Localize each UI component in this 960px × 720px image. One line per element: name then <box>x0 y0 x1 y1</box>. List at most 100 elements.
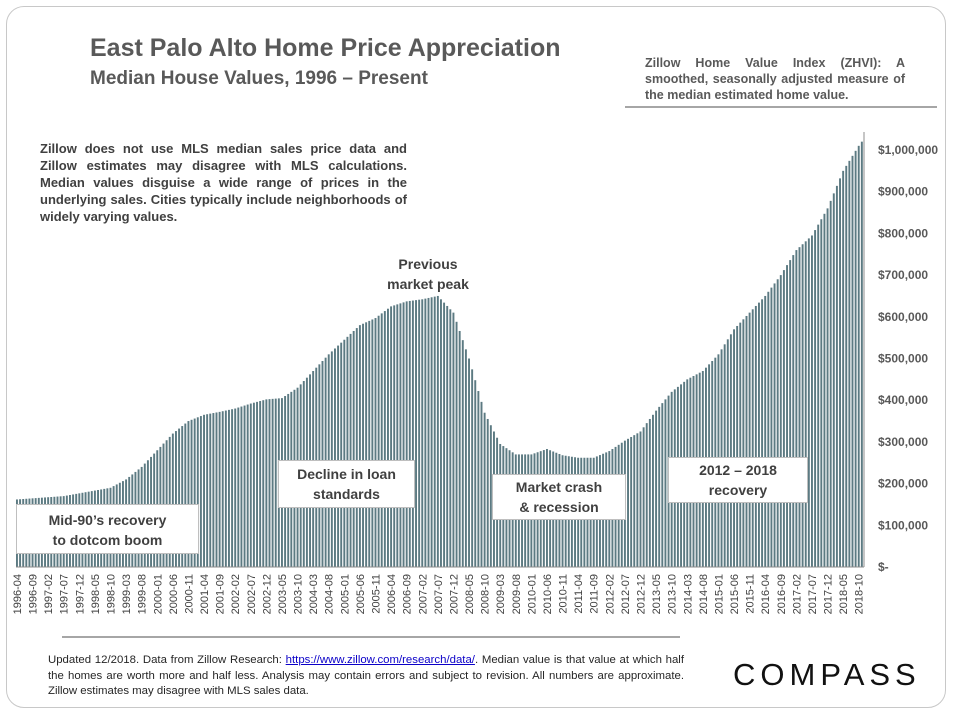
x-tick-label: 2015-01 <box>713 574 725 614</box>
price-bar <box>237 407 240 567</box>
price-bar <box>764 295 767 567</box>
footer-text-before: Updated 12/2018. Data from Zillow Resear… <box>48 654 286 666</box>
price-bar <box>408 300 411 567</box>
price-bar <box>203 414 205 567</box>
x-tick-label: 2017-02 <box>791 574 803 614</box>
price-bar <box>839 178 841 568</box>
price-bar <box>758 302 760 567</box>
price-bar <box>733 329 735 567</box>
x-tick-label: 2000-01 <box>152 574 164 614</box>
y-tick-label: $300,000 <box>878 435 928 449</box>
x-tick-label: 2016-09 <box>776 574 788 614</box>
price-bar <box>461 340 464 567</box>
price-bar <box>215 412 218 567</box>
x-tick-label: 2004-08 <box>324 574 336 614</box>
price-bar <box>352 330 355 567</box>
price-bar <box>786 265 788 567</box>
header-divider <box>625 106 937 108</box>
price-bar <box>630 436 633 567</box>
price-bar <box>443 302 446 567</box>
price-bar <box>168 436 171 567</box>
price-bar <box>745 315 748 567</box>
price-bar <box>436 295 439 567</box>
price-bar <box>489 425 492 567</box>
price-bar <box>857 145 860 567</box>
annotation-market-crash: Market crash & recession <box>492 474 626 520</box>
annotation-peak-line2: market peak <box>387 276 469 292</box>
zillow-research-link[interactable]: https://www.zillow.com/research/data/ <box>285 654 475 666</box>
price-bar <box>184 423 187 567</box>
x-tick-label: 2011-09 <box>589 574 601 614</box>
price-bar <box>835 185 838 568</box>
price-bar <box>642 427 645 567</box>
x-tick-label: 2003-10 <box>293 574 305 614</box>
price-bar <box>440 299 442 567</box>
y-tick-label: $400,000 <box>878 393 928 407</box>
price-bar <box>259 401 262 567</box>
x-tick-label: 2012-02 <box>604 574 616 614</box>
slide-frame <box>6 6 946 708</box>
x-tick-label: 2013-05 <box>651 574 663 614</box>
annotation-recovery12-line2: recovery <box>708 482 768 498</box>
price-bar <box>349 333 352 567</box>
price-bar <box>652 414 654 567</box>
price-bar <box>234 408 237 567</box>
annotation-2012-recovery: 2012 – 2018 recovery <box>668 457 808 503</box>
price-bar <box>458 330 461 567</box>
price-bar <box>655 410 658 568</box>
price-bar <box>446 305 449 567</box>
price-bar <box>851 155 854 567</box>
price-bar <box>739 322 742 567</box>
annotation-mid90s-recovery: Mid-90’s recovery to dotcom boom <box>16 504 199 554</box>
x-tick-label: 2007-07 <box>433 574 445 614</box>
price-bar <box>826 208 829 567</box>
price-bar <box>789 260 792 567</box>
x-tick-label: 2012-12 <box>636 574 648 614</box>
x-tick-label: 2006-04 <box>386 574 398 614</box>
x-tick-label: 2006-09 <box>402 574 414 614</box>
x-tick-label: 2002-02 <box>230 574 242 614</box>
price-bar <box>801 244 804 568</box>
price-bar <box>645 423 648 567</box>
x-tick-label: 2018-05 <box>838 574 850 614</box>
price-bar <box>343 339 346 567</box>
annotation-recovery90-line2: to dotcom boom <box>52 532 163 548</box>
annotation-crash-line1: Market crash <box>515 479 603 495</box>
price-bar <box>814 230 817 567</box>
price-bar <box>636 433 639 567</box>
x-tick-label: 1998-10 <box>106 574 118 614</box>
price-bar <box>449 309 452 567</box>
x-tick-label: 2008-10 <box>480 574 492 614</box>
price-bar <box>340 342 343 567</box>
annotation-previous-peak: Previous market peak <box>368 254 488 294</box>
x-tick-label: 2002-07 <box>246 574 258 614</box>
price-bar <box>252 402 255 567</box>
price-bar <box>190 419 193 567</box>
x-tick-label: 2005-06 <box>355 574 367 614</box>
price-bar <box>405 301 408 567</box>
price-bar <box>776 279 779 567</box>
x-tick-label: 2011-04 <box>573 574 585 614</box>
price-bar <box>371 319 374 567</box>
price-bar <box>377 315 380 567</box>
price-bar <box>782 270 785 567</box>
price-bar <box>355 328 358 567</box>
x-tick-label: 1998-05 <box>90 574 102 614</box>
price-bar <box>171 433 174 567</box>
x-tick-label: 2014-03 <box>682 574 694 614</box>
x-tick-label: 1997-12 <box>74 574 86 614</box>
price-bar <box>334 348 336 567</box>
annotation-decline-line2: standards <box>313 486 380 502</box>
price-bar <box>380 313 383 567</box>
price-bar <box>337 345 340 567</box>
price-bar <box>860 141 863 567</box>
price-bar <box>845 165 848 567</box>
price-bar <box>770 287 773 567</box>
price-bar <box>779 275 782 567</box>
price-bar <box>817 224 820 567</box>
price-bar <box>268 399 271 567</box>
price-bar <box>742 319 745 567</box>
x-tick-label: 2004-03 <box>308 574 320 614</box>
price-bar <box>798 247 801 567</box>
price-bar <box>218 411 221 567</box>
